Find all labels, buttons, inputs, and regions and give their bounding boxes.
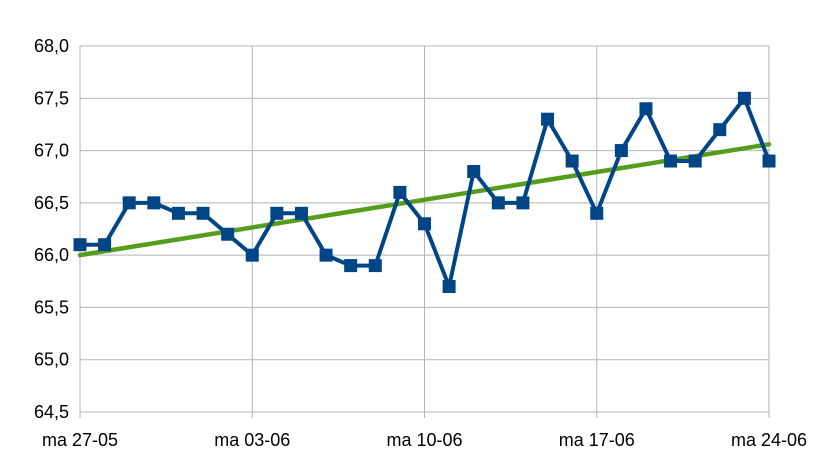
data-point-marker [319, 248, 333, 262]
y-tick-label: 65,0 [34, 350, 69, 370]
gridlines [79, 45, 770, 418]
data-point-marker [294, 206, 308, 220]
y-tick-label: 68,0 [34, 36, 69, 56]
data-point-marker [713, 123, 727, 137]
data-point-marker [147, 196, 161, 210]
data-point-marker [737, 91, 751, 105]
data-point-marker [590, 206, 604, 220]
data-point-marker [393, 185, 407, 199]
data-point-marker [614, 144, 628, 158]
y-tick-label: 67,0 [34, 141, 69, 161]
data-point-marker [664, 154, 678, 168]
data-point-marker [171, 206, 185, 220]
data-point-marker [491, 196, 505, 210]
trendline-group [77, 142, 772, 258]
y-tick-label: 65,5 [34, 297, 69, 317]
data-point-marker [565, 154, 579, 168]
y-tick-label: 66,0 [34, 245, 69, 265]
x-tick-label: ma 03-06 [214, 430, 290, 450]
series-group [73, 91, 776, 294]
data-point-marker [688, 154, 702, 168]
data-point-marker [762, 154, 776, 168]
x-tick-label: ma 27-05 [42, 430, 118, 450]
data-point-marker [122, 196, 136, 210]
data-point-marker [221, 227, 235, 241]
y-axis-tick-labels: 64,5 65,0 65,5 66,0 66,5 67,0 67,5 68,0 [34, 36, 69, 422]
data-point-marker [196, 206, 210, 220]
data-point-marker [245, 248, 259, 262]
x-tick-label: ma 17-06 [559, 430, 635, 450]
data-point-marker [639, 102, 653, 116]
x-tick-label: ma 24-06 [731, 430, 807, 450]
x-axis-tick-labels: ma 27-05 ma 03-06 ma 10-06 ma 17-06 ma 24-06 [42, 430, 807, 450]
trendline [77, 142, 772, 258]
y-tick-label: 64,5 [34, 402, 69, 422]
data-point-marker [418, 217, 431, 231]
data-point-marker [368, 259, 382, 273]
data-point-marker [541, 112, 555, 126]
data-point-marker [467, 164, 481, 178]
data-point-marker [442, 280, 456, 294]
data-point-marker [270, 206, 284, 220]
x-tick-label: ma 10-06 [386, 430, 462, 450]
data-point-marker [344, 259, 358, 273]
data-point-marker [73, 238, 87, 252]
y-tick-label: 66,5 [34, 193, 69, 213]
data-point-marker [516, 196, 530, 210]
y-tick-label: 67,5 [34, 88, 69, 108]
data-point-marker [98, 238, 112, 252]
